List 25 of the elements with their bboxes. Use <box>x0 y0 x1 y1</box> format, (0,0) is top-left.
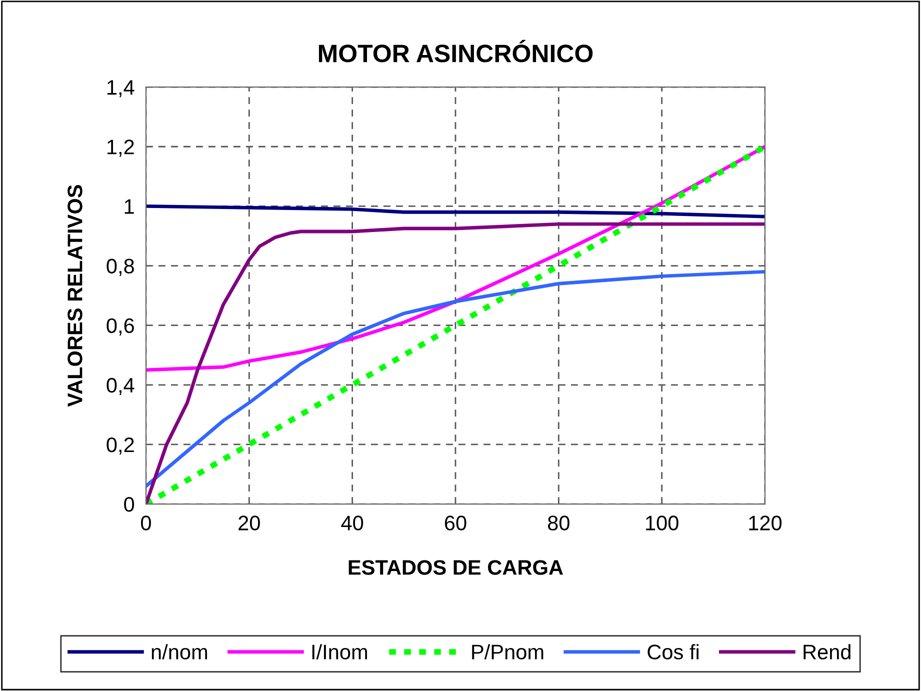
x-axis-title: ESTADOS DE CARGA <box>348 560 563 575</box>
x-tick-label: 100 <box>646 516 678 530</box>
line-series <box>146 204 765 218</box>
x-tick-label: 80 <box>548 516 570 530</box>
legend-label: Rend <box>804 644 850 660</box>
chart-title: MOTOR ASINCRÓNICO <box>318 40 593 62</box>
x-tick-label: 20 <box>238 516 260 530</box>
legend-label: Cos fi <box>648 644 698 660</box>
y-tick-label: 0 <box>124 497 134 512</box>
y-tick-label: 1 <box>124 199 134 214</box>
y-axis-title: VALORES RELATIVOS <box>68 185 82 407</box>
y-tick-label: 0,8 <box>106 258 134 276</box>
y-tick-label: 0,6 <box>106 318 134 336</box>
line-series <box>146 270 765 488</box>
y-tick-label: 1,4 <box>108 80 134 98</box>
legend-label: I/Inom <box>312 644 367 660</box>
y-tick-label: 1,2 <box>108 140 134 157</box>
legend-label: P/Pnom <box>472 644 544 660</box>
x-tick-label: 40 <box>341 516 364 530</box>
x-tick-label: 0 <box>141 516 151 530</box>
y-tick-label: 0,4 <box>106 378 134 396</box>
y-tick-label: 0,2 <box>106 437 134 455</box>
legend-label: n/nom <box>152 644 208 660</box>
x-tick-label: 60 <box>444 516 466 530</box>
x-tick-label: 120 <box>749 516 782 530</box>
